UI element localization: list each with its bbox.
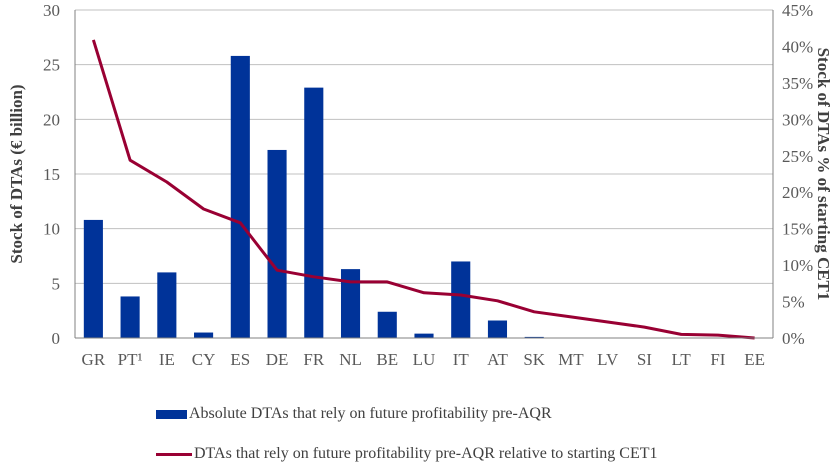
legend-swatch-line	[156, 452, 192, 456]
y-right-tick-label: 25%	[782, 147, 813, 166]
y-tick-label: 10	[43, 220, 60, 239]
bar-4	[230, 55, 250, 339]
x-tick-label: LU	[413, 350, 436, 369]
y-right-tick-label: 30%	[782, 110, 813, 129]
line-series	[91, 39, 755, 340]
bar-0	[83, 219, 103, 338]
y-tick-label: 5	[52, 274, 61, 293]
legend-swatch-bar	[156, 409, 187, 419]
x-tick-label: EE	[744, 350, 765, 369]
y-tick-label: 0	[52, 329, 61, 348]
y-right-tick-label: 40%	[782, 37, 813, 56]
x-tick-label: AT	[487, 350, 508, 369]
y-right-tick-label: 0%	[782, 329, 805, 348]
x-tick-label: FI	[710, 350, 725, 369]
bar-2	[157, 272, 177, 338]
x-tick-label: LV	[597, 350, 619, 369]
bar-12	[524, 336, 544, 338]
legend-item-line: DTAs that rely on future profitability p…	[156, 445, 658, 463]
y-right-tick-label: 45%	[782, 1, 813, 20]
bar-11	[487, 320, 508, 338]
bar-6	[304, 87, 324, 338]
x-tick-label: GR	[82, 350, 106, 369]
y-axis-right-title: Stock of DTAs % of starting CET1	[814, 48, 833, 301]
bar-1	[120, 296, 140, 338]
y-right-tick-label: 35%	[782, 74, 813, 93]
right-tick-labels: 0% 5% 10% 15% 20% 25% 30% 35% 40% 45%	[782, 1, 813, 348]
x-tick-label: NL	[339, 350, 362, 369]
left-tick-labels: 0 5 10 15 20 25 30	[43, 1, 60, 348]
x-tick-label: MT	[558, 350, 584, 369]
x-tick-label: PT¹	[118, 350, 143, 369]
x-tick-label: FR	[303, 350, 324, 369]
x-tick-label: DE	[266, 350, 289, 369]
y-right-tick-label: 10%	[782, 256, 813, 275]
x-tick-label: SK	[523, 350, 545, 369]
bar-9	[414, 333, 434, 338]
bar-5	[267, 149, 287, 338]
x-tick-label: IE	[159, 350, 175, 369]
bar-8	[377, 311, 397, 338]
bar-7	[340, 269, 361, 338]
y-tick-label: 15	[43, 165, 60, 184]
chart: 0 5 10 15 20 25 30 0% 5% 10% 15% 20% 25% 30% 35% 40% 45…	[7, 1, 833, 369]
y-right-tick-label: 5%	[782, 293, 805, 312]
y-right-tick-label: 20%	[782, 183, 813, 202]
y-tick-label: 25	[43, 56, 60, 75]
y-axis-title: Stock of DTAs (€ billion)	[7, 84, 26, 263]
legend-label-line: DTAs that rely on future profitability p…	[194, 445, 658, 462]
y-tick-label: 20	[43, 110, 60, 129]
x-tick-label: ES	[230, 350, 250, 369]
bar-series	[83, 55, 544, 339]
y-right-tick-label: 15%	[782, 220, 813, 239]
x-tick-label: BE	[376, 350, 398, 369]
bar-3	[194, 332, 214, 338]
x-tick-labels: GR PT¹ IE CY ES DE FR NL BE LU IT AT SK MT LV SI LT FI EE	[82, 350, 765, 369]
legend-label-bars: Absolute DTAs that rely on future profit…	[189, 405, 552, 422]
gridlines	[75, 9, 773, 284]
x-tick-label: LT	[672, 350, 692, 369]
legend-item-bars: Absolute DTAs that rely on future profit…	[156, 405, 552, 423]
x-tick-label: SI	[637, 350, 652, 369]
x-tick-label: CY	[192, 350, 216, 369]
y-tick-label: 30	[43, 1, 60, 20]
bar-10	[451, 261, 471, 338]
x-tick-label: IT	[453, 350, 470, 369]
